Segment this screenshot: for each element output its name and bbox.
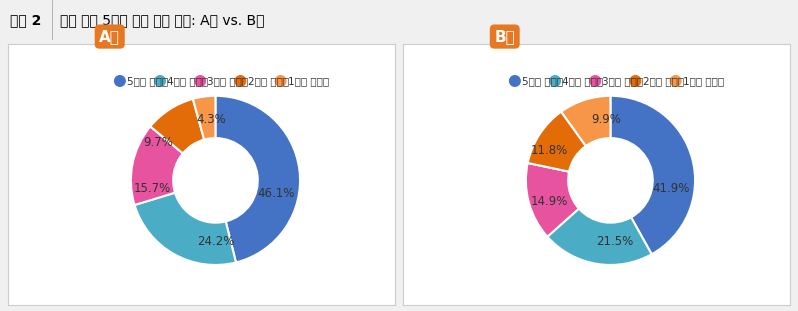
Wedge shape — [193, 96, 215, 140]
Wedge shape — [547, 209, 652, 265]
Text: 41.9%: 41.9% — [653, 182, 690, 195]
Wedge shape — [131, 127, 183, 205]
Text: 14.9%: 14.9% — [531, 195, 568, 208]
Text: 21.5%: 21.5% — [596, 235, 634, 248]
Wedge shape — [150, 99, 204, 153]
Text: B사: B사 — [494, 29, 515, 44]
Circle shape — [235, 76, 246, 86]
Circle shape — [510, 76, 520, 86]
Circle shape — [630, 76, 641, 86]
Text: 46.1%: 46.1% — [258, 187, 295, 200]
Wedge shape — [135, 193, 236, 265]
Wedge shape — [215, 96, 300, 262]
Circle shape — [115, 76, 125, 86]
Text: 그림 2: 그림 2 — [10, 13, 41, 27]
Text: 3분위 매출액: 3분위 매출액 — [207, 76, 248, 86]
Text: 1분위 매출액: 1분위 매출액 — [288, 76, 329, 86]
Text: 11.8%: 11.8% — [531, 144, 568, 157]
Text: 3분위 매출액: 3분위 매출액 — [602, 76, 643, 86]
Text: 4.3%: 4.3% — [196, 113, 226, 126]
Text: 9.7%: 9.7% — [143, 136, 173, 149]
Circle shape — [670, 76, 681, 86]
Text: 1분위 매출액: 1분위 매출액 — [683, 76, 724, 86]
Wedge shape — [526, 163, 579, 237]
Text: 고객 매출 5분위 매출 비중 예시: A사 vs. B사: 고객 매출 5분위 매출 비중 예시: A사 vs. B사 — [60, 13, 264, 27]
Text: A사: A사 — [99, 29, 120, 44]
Text: 5분위 매출액: 5분위 매출액 — [522, 76, 563, 86]
Text: 24.2%: 24.2% — [197, 235, 234, 248]
Text: 4분위 매출액: 4분위 매출액 — [563, 76, 603, 86]
Text: 9.9%: 9.9% — [591, 113, 621, 126]
Text: 2분위 매출액: 2분위 매출액 — [642, 76, 684, 86]
Circle shape — [550, 76, 560, 86]
Circle shape — [155, 76, 165, 86]
Text: 5분위 매출액: 5분위 매출액 — [127, 76, 168, 86]
Circle shape — [195, 76, 206, 86]
Circle shape — [275, 76, 286, 86]
Text: 15.7%: 15.7% — [133, 182, 171, 195]
Text: 2분위 매출액: 2분위 매출액 — [247, 76, 289, 86]
Circle shape — [590, 76, 601, 86]
Text: 4분위 매출액: 4분위 매출액 — [168, 76, 208, 86]
Wedge shape — [527, 112, 586, 172]
Wedge shape — [561, 96, 610, 146]
Wedge shape — [610, 96, 695, 254]
